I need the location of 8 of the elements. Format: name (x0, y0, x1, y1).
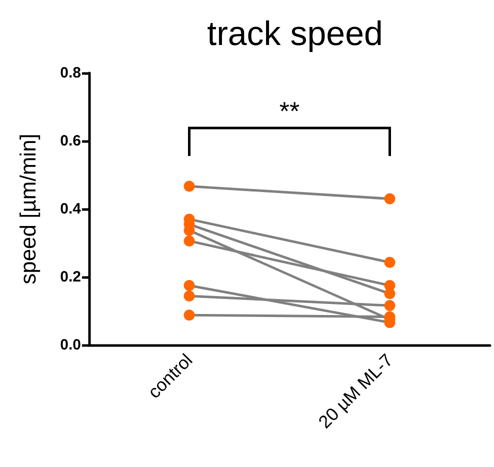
y-tick-label: 0.2 (60, 268, 81, 286)
chart-title: track speed (207, 15, 383, 53)
y-tick-label: 0.8 (60, 64, 81, 82)
y-tick-label: 0.6 (60, 132, 81, 150)
y-tick-label: 0.0 (60, 336, 81, 354)
y-tick-label: 0.4 (60, 200, 82, 218)
y-axis-title: speed [µm/min] (16, 134, 40, 284)
annotation: ** (279, 96, 300, 126)
